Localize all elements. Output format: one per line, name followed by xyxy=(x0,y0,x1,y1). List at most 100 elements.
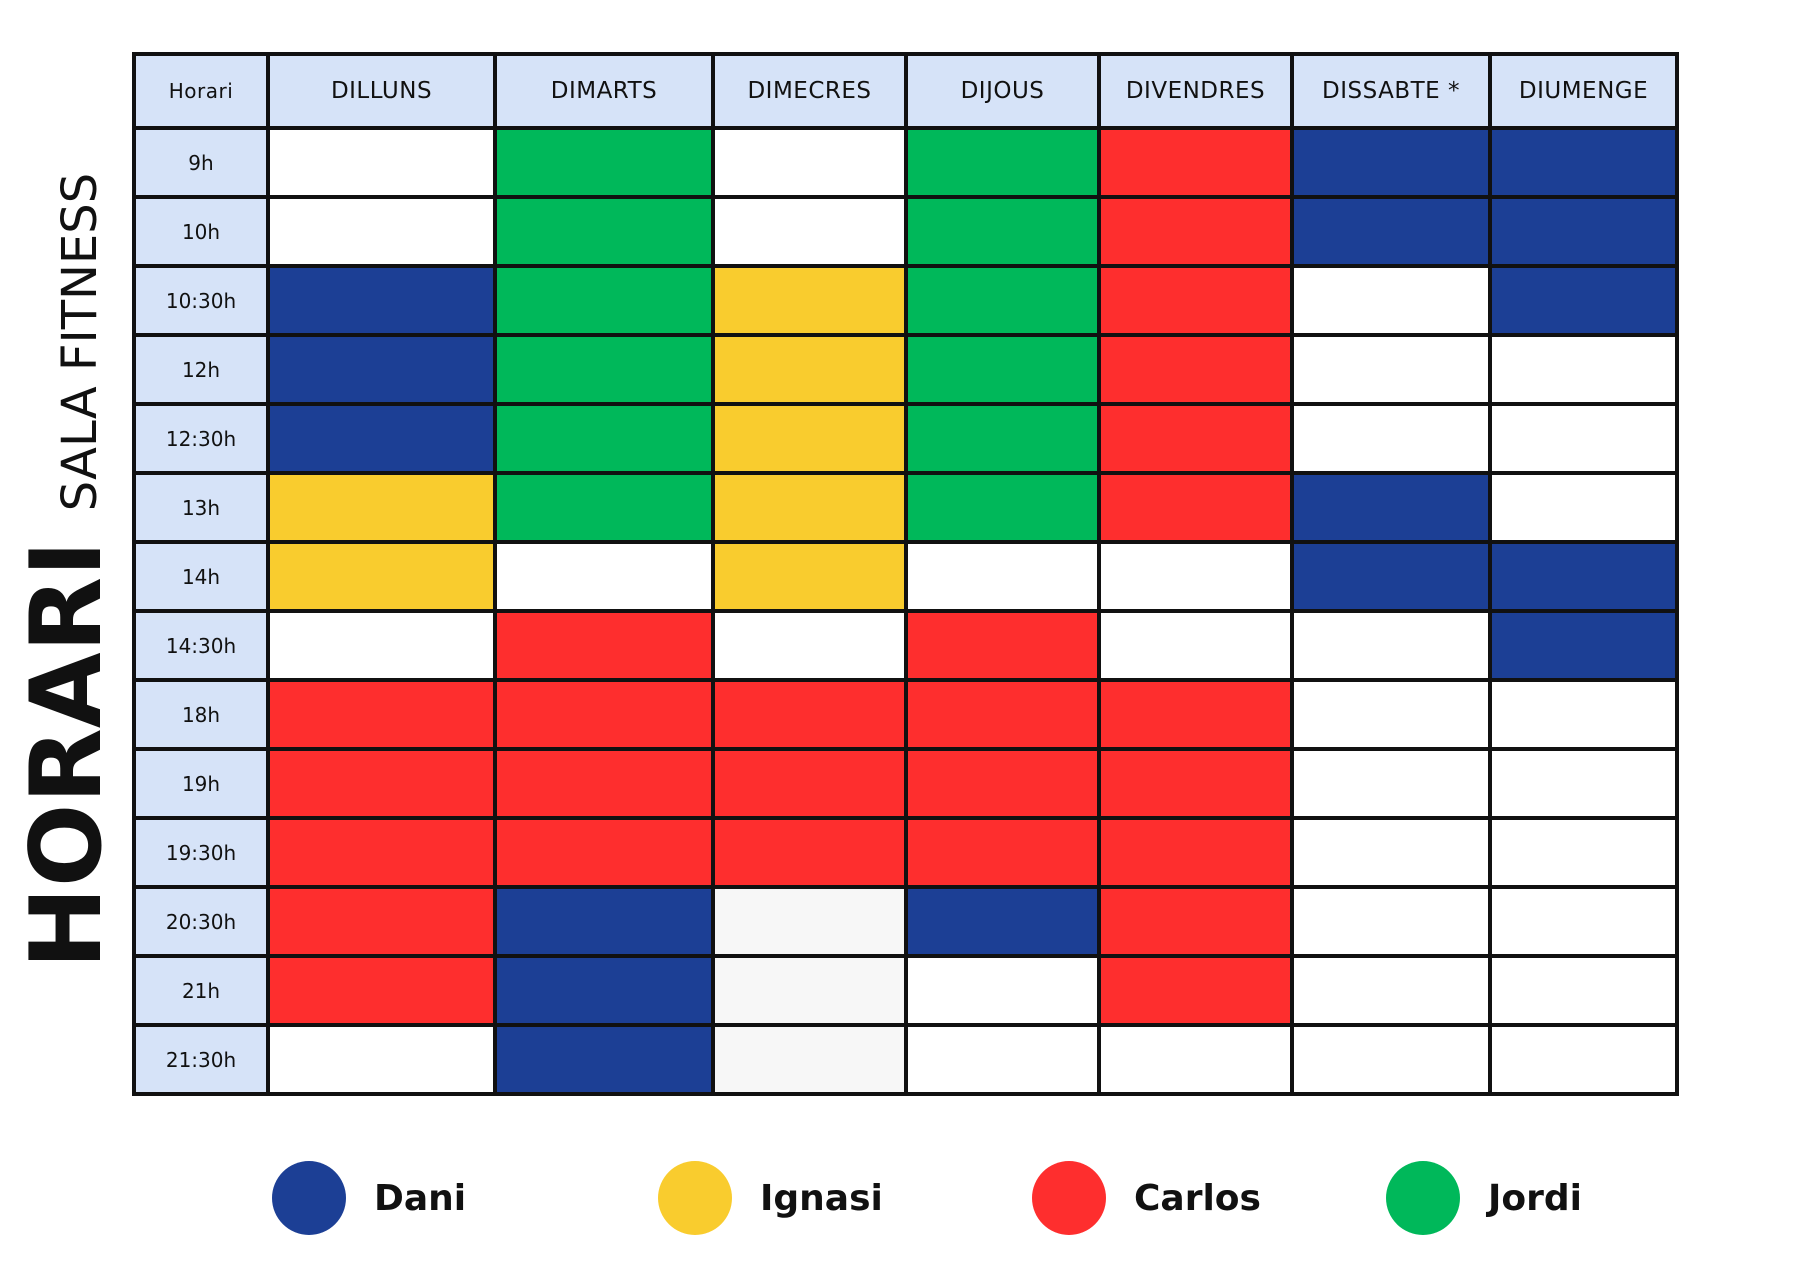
legend-color-dot xyxy=(1032,1161,1106,1235)
schedule-slot xyxy=(1097,816,1294,889)
schedule-slot xyxy=(1290,264,1492,337)
schedule-slot xyxy=(266,126,497,199)
schedule-slot xyxy=(904,471,1101,544)
time-label: 9h xyxy=(132,126,270,199)
schedule-row: 9h xyxy=(132,126,1679,199)
schedule-slot xyxy=(1097,402,1294,475)
schedule-slot xyxy=(1488,264,1679,337)
legend: Dani Ignasi Carlos Jordi xyxy=(0,1158,1800,1238)
schedule-slot xyxy=(711,264,908,337)
legend-label: Jordi xyxy=(1488,1177,1582,1219)
schedule-slot xyxy=(266,678,497,751)
schedule-slot xyxy=(266,264,497,337)
schedule-slot xyxy=(266,885,497,958)
schedule-slot xyxy=(493,1023,715,1096)
schedule-row: 21h xyxy=(132,954,1679,1027)
schedule-slot xyxy=(904,540,1101,613)
schedule-slot xyxy=(266,195,497,268)
schedule-slot xyxy=(1488,471,1679,544)
schedule-slot xyxy=(493,195,715,268)
schedule-slot xyxy=(493,333,715,406)
schedule-slot xyxy=(1097,264,1294,337)
schedule-slot xyxy=(904,264,1101,337)
schedule-slot xyxy=(711,1023,908,1096)
schedule-slot xyxy=(711,471,908,544)
time-label: 12h xyxy=(132,333,270,406)
time-label: 19:30h xyxy=(132,816,270,889)
schedule-slot xyxy=(1290,1023,1492,1096)
schedule-slot xyxy=(904,333,1101,406)
column-header-day: DISSABTE * xyxy=(1290,52,1492,130)
schedule-slot xyxy=(711,609,908,682)
time-label: 14:30h xyxy=(132,609,270,682)
schedule-slot xyxy=(266,333,497,406)
section-label: SALA FITNESS xyxy=(52,172,108,512)
schedule-slot xyxy=(493,471,715,544)
schedule-slot xyxy=(266,609,497,682)
schedule-table: Horari DILLUNS DIMARTS DIMECRES DIJOUS DIVEND… xyxy=(132,52,1679,1096)
schedule-slot xyxy=(1488,678,1679,751)
schedule-row: 13h xyxy=(132,471,1679,544)
time-label: 10:30h xyxy=(132,264,270,337)
legend-color-dot xyxy=(658,1161,732,1235)
schedule-slot xyxy=(904,1023,1101,1096)
schedule-slot xyxy=(493,747,715,820)
schedule-slot xyxy=(1097,609,1294,682)
legend-label: Dani xyxy=(374,1177,467,1219)
column-header-day: DIMARTS xyxy=(493,52,715,130)
schedule-slot xyxy=(1097,540,1294,613)
schedule-slot xyxy=(1097,126,1294,199)
time-label: 12:30h xyxy=(132,402,270,475)
schedule-slot xyxy=(1097,678,1294,751)
time-label: 13h xyxy=(132,471,270,544)
schedule-row: 12:30h xyxy=(132,402,1679,475)
schedule-slot xyxy=(1488,126,1679,199)
schedule-slot xyxy=(493,126,715,199)
schedule-slot xyxy=(493,678,715,751)
schedule-slot xyxy=(1290,816,1492,889)
legend-item: Ignasi xyxy=(658,1158,883,1238)
schedule-slot xyxy=(266,1023,497,1096)
schedule-row: 14:30h xyxy=(132,609,1679,682)
time-label: 10h xyxy=(132,195,270,268)
schedule-slot xyxy=(1290,471,1492,544)
schedule-row: 14h xyxy=(132,540,1679,613)
schedule-row: 19h xyxy=(132,747,1679,820)
schedule-slot xyxy=(1488,885,1679,958)
legend-item: Jordi xyxy=(1386,1158,1582,1238)
time-label: 21h xyxy=(132,954,270,1027)
schedule-slot xyxy=(904,885,1101,958)
schedule-slot xyxy=(1488,954,1679,1027)
column-header-day: DIVENDRES xyxy=(1097,52,1294,130)
column-header-time: Horari xyxy=(132,52,270,130)
schedule-slot xyxy=(493,816,715,889)
schedule-slot xyxy=(1097,333,1294,406)
schedule-slot xyxy=(266,402,497,475)
column-header-day: DIJOUS xyxy=(904,52,1101,130)
schedule-slot xyxy=(711,954,908,1027)
schedule-slot xyxy=(1488,540,1679,613)
schedule-slot xyxy=(1290,678,1492,751)
schedule-slot xyxy=(904,954,1101,1027)
schedule-slot xyxy=(266,747,497,820)
schedule-slot xyxy=(266,540,497,613)
schedule-slot xyxy=(904,126,1101,199)
schedule-slot xyxy=(1290,885,1492,958)
schedule-slot xyxy=(1290,126,1492,199)
schedule-slot xyxy=(711,540,908,613)
schedule-row: 10h xyxy=(132,195,1679,268)
schedule-slot xyxy=(1488,195,1679,268)
schedule-slot xyxy=(904,195,1101,268)
schedule-row: 12h xyxy=(132,333,1679,406)
schedule-slot xyxy=(1488,333,1679,406)
schedule-slot xyxy=(711,333,908,406)
schedule-slot xyxy=(1290,540,1492,613)
column-header-day: DIUMENGE xyxy=(1488,52,1679,130)
schedule-slot xyxy=(904,402,1101,475)
time-label: 19h xyxy=(132,747,270,820)
schedule-slot xyxy=(904,609,1101,682)
schedule-slot xyxy=(1290,195,1492,268)
schedule-slot xyxy=(266,816,497,889)
legend-color-dot xyxy=(1386,1161,1460,1235)
schedule-slot xyxy=(711,402,908,475)
